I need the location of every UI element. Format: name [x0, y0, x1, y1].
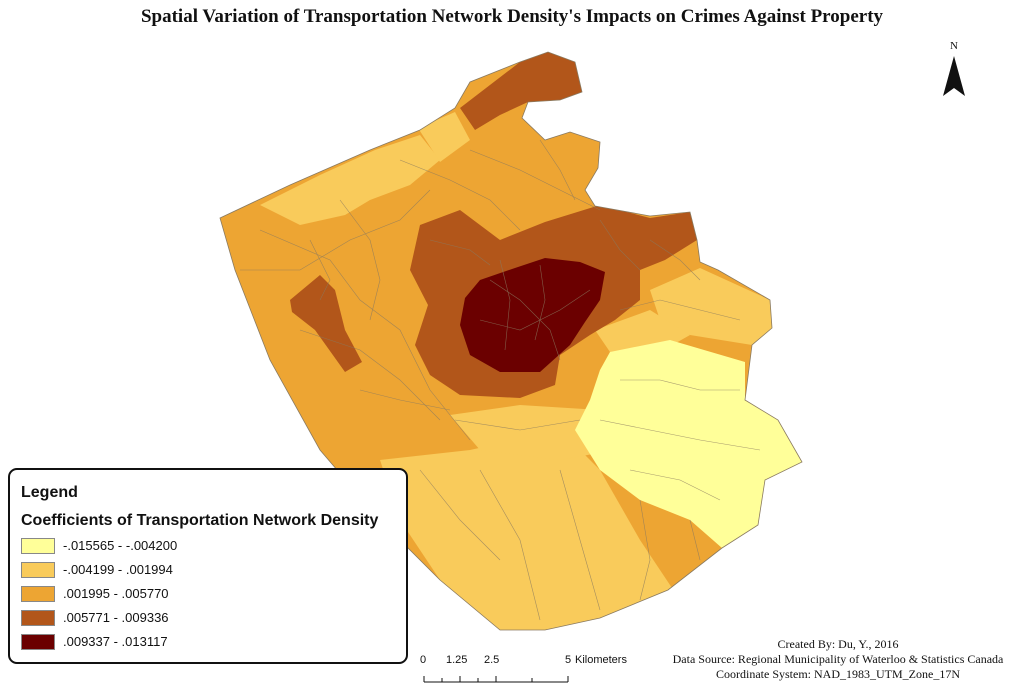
- region-class-4-west: [290, 275, 362, 372]
- scale-bar-graphic: [423, 676, 569, 683]
- scale-tick-label: 2.5: [484, 654, 500, 666]
- north-arrow-icon: [943, 56, 965, 96]
- credit-coordinate-system: Coordinate System: NAD_1983_UTM_Zone_17N: [716, 667, 960, 681]
- legend-label: -.004199 - .001994: [63, 562, 173, 577]
- legend-swatch: [21, 634, 55, 650]
- map-title: Spatial Variation of Transportation Netw…: [140, 6, 884, 27]
- region-class-2-middle: [450, 405, 615, 460]
- legend-label: -.015565 - -.004200: [63, 538, 178, 553]
- scale-unit-label: Kilometers: [575, 654, 627, 666]
- scale-bar: 0 1.25 2.5 5 Kilometers: [416, 654, 646, 688]
- legend-label: .005771 - .009336: [63, 610, 169, 625]
- region-class-2-north: [260, 135, 440, 225]
- region-class-1-southeast: [575, 340, 802, 548]
- region-class-2-east: [650, 268, 772, 345]
- scale-tick-label: 1.25: [446, 654, 468, 666]
- credit-created-by: Created By: Du, Y., 2016: [777, 637, 899, 651]
- map-credits: Created By: Du, Y., 2016 Data Source: Re…: [658, 637, 1018, 682]
- legend-swatch: [21, 610, 55, 626]
- tract-boundaries: [240, 139, 761, 621]
- legend-swatch: [21, 586, 55, 602]
- city-boundary: [219, 51, 803, 631]
- scale-tick-label: 0: [420, 654, 427, 666]
- north-label: N: [950, 40, 958, 52]
- scale-tick-label: 5: [565, 654, 572, 666]
- region-class-5-core: [460, 258, 605, 372]
- legend-swatch: [21, 562, 55, 578]
- legend: Legend Coefficients of Transportation Ne…: [8, 468, 408, 664]
- legend-label: .001995 - .005770: [63, 586, 169, 601]
- legend-label: .009337 - .013117: [63, 634, 168, 649]
- legend-swatch: [21, 538, 55, 554]
- region-class-4-north: [460, 52, 582, 130]
- north-arrow: N: [938, 40, 970, 100]
- region-class-2-north2: [418, 112, 470, 162]
- legend-subtitle: Coefficients of Transportation Network D…: [21, 512, 379, 529]
- map-regions: [220, 52, 802, 630]
- credit-data-source: Data Source: Regional Municipality of Wa…: [672, 652, 1004, 666]
- legend-title: Legend: [21, 484, 78, 501]
- region-class-2-south: [380, 430, 680, 630]
